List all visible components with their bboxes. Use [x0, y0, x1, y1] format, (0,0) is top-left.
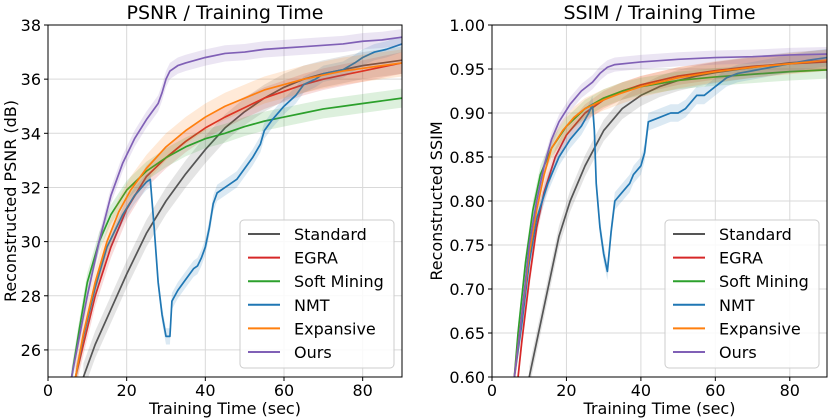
y-tick-label: 38	[21, 16, 41, 35]
legend-label: NMT	[719, 296, 755, 315]
y-tick-label: 28	[21, 287, 41, 306]
y-tick-label: 30	[21, 233, 41, 252]
legend: Standard EGRA Soft Mining NMT Expansive Ours	[239, 219, 395, 369]
y-tick-label: 0.85	[449, 148, 485, 167]
y-tick-label: 0.75	[449, 236, 485, 255]
series-band-ours	[71, 29, 402, 377]
plot-area	[513, 47, 827, 377]
legend-label: NMT	[294, 296, 330, 315]
x-tick-label: 20	[556, 381, 576, 400]
legend: Standard EGRA Soft Mining NMT Expansive Ours	[664, 219, 820, 369]
x-tick-label: 20	[116, 381, 136, 400]
legend-label: Soft Mining	[294, 272, 384, 291]
legend-label: Ours	[294, 343, 332, 362]
x-tick-label: 0	[487, 381, 497, 400]
x-axis-label: Training Time (sec)	[148, 399, 301, 418]
psnr-chart: 0 20 40 60 80 26 28 30 32 34 36 38 PSNR / Training T…	[1, 2, 403, 418]
x-tick-label: 60	[705, 381, 725, 400]
y-tick-label: 0.70	[449, 280, 485, 299]
series-band-nmt	[514, 48, 827, 377]
y-tick-label: 26	[21, 341, 41, 360]
plot-frame	[47, 24, 403, 378]
chart-title: PSNR / Training Time	[127, 2, 324, 24]
x-tick-label: 0	[43, 381, 53, 400]
y-tick-label: 34	[21, 124, 41, 143]
legend-label: Expansive	[719, 319, 801, 338]
series-line-egra	[517, 61, 827, 377]
series-line-expansive	[513, 59, 827, 377]
y-tick-label: 0.90	[449, 104, 485, 123]
legend-label: Standard	[719, 225, 792, 244]
y-axis-label: Reconstructed PSNR (dB)	[1, 100, 20, 302]
y-tick-label: 0.65	[449, 324, 485, 343]
legend-label: Ours	[719, 343, 757, 362]
y-tick-label: 0.60	[449, 368, 485, 387]
series-line-expansive	[74, 62, 402, 377]
series-line-egra	[74, 62, 402, 377]
legend-label: Soft Mining	[719, 272, 809, 291]
y-tick-label: 36	[21, 70, 41, 89]
x-tick-label: 60	[274, 381, 294, 400]
x-tick-label: 80	[780, 381, 800, 400]
series-line-nmt	[74, 43, 402, 377]
y-axis-label: Reconstructed SSIM	[427, 121, 446, 280]
legend-label: Expansive	[294, 319, 376, 338]
legend-label: EGRA	[294, 249, 338, 268]
y-tick-label: 1.00	[449, 16, 485, 35]
series-line-ours	[513, 53, 827, 377]
y-tick-label: 0.80	[449, 192, 485, 211]
x-tick-label: 40	[631, 381, 651, 400]
series-line-standard	[82, 59, 402, 377]
y-tick-label: 0.95	[449, 60, 485, 79]
x-axis-label: Training Time (sec)	[583, 399, 736, 418]
plot-area	[70, 29, 402, 377]
series-line-nmt	[513, 56, 827, 377]
series-line-ours	[70, 36, 402, 377]
x-tick-label: 80	[352, 381, 372, 400]
legend-label: Standard	[294, 225, 367, 244]
chart-title: SSIM / Training Time	[563, 2, 755, 24]
x-tick-label: 40	[195, 381, 215, 400]
series-band-egra	[75, 52, 402, 377]
legend-label: EGRA	[719, 249, 763, 268]
y-tick-label: 32	[21, 178, 41, 197]
ssim-chart: 0 20 40 60 80 0.60 0.65 0.70 0.75 0.80 0.85 0.90 0.9…	[427, 2, 828, 418]
